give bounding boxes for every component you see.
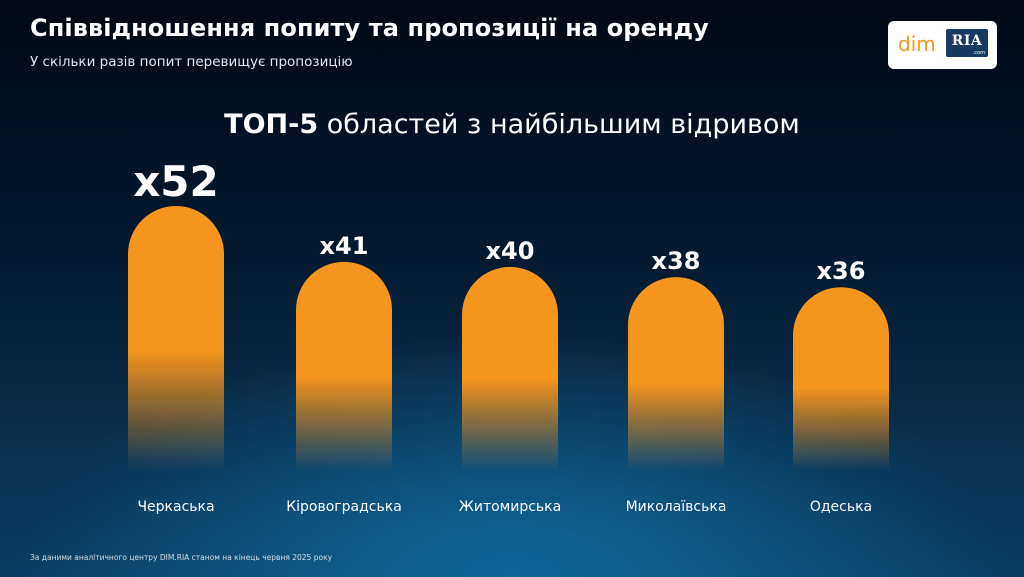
- category-label-4: Миколаївська: [626, 499, 727, 515]
- category-label-3: Житомирська: [459, 499, 561, 515]
- bar-1: [128, 206, 224, 470]
- chart-title-bold: ТОП-5: [224, 109, 319, 140]
- footnote: За даними аналітичного центру DIM.RIA ст…: [30, 553, 333, 562]
- bar-value-label-1: x52: [133, 157, 219, 206]
- bar-2: [296, 261, 392, 470]
- logo-ria-suffix: .com: [972, 50, 985, 56]
- category-label-2: Кіровоградська: [286, 499, 402, 515]
- bar-value-label-5: x36: [817, 257, 866, 285]
- logo-ria-text: RIA: [951, 33, 983, 49]
- chart-title-rest: областей з найбільшим відривом: [326, 109, 800, 140]
- bar-value-label-3: x40: [486, 237, 535, 265]
- page-title: Співвідношення попиту та пропозиції на о…: [30, 14, 709, 42]
- logo-dim-text: dim: [898, 32, 936, 56]
- bar-4: [628, 277, 724, 470]
- page-subtitle: У скільки разів попит перевищує пропозиц…: [30, 54, 353, 70]
- category-label-5: Одеська: [810, 499, 872, 515]
- logo-ria-box: RIA .com: [946, 29, 988, 57]
- category-label-1: Черкаська: [137, 499, 214, 515]
- dimria-logo: dim RIA .com: [888, 21, 997, 69]
- bar-3: [462, 266, 558, 470]
- bar-value-label-2: x41: [320, 232, 369, 260]
- chart-title: ТОП-5 областей з найбільшим відривом: [0, 109, 1024, 140]
- bar-value-label-4: x38: [652, 247, 701, 275]
- bar-5: [793, 287, 889, 470]
